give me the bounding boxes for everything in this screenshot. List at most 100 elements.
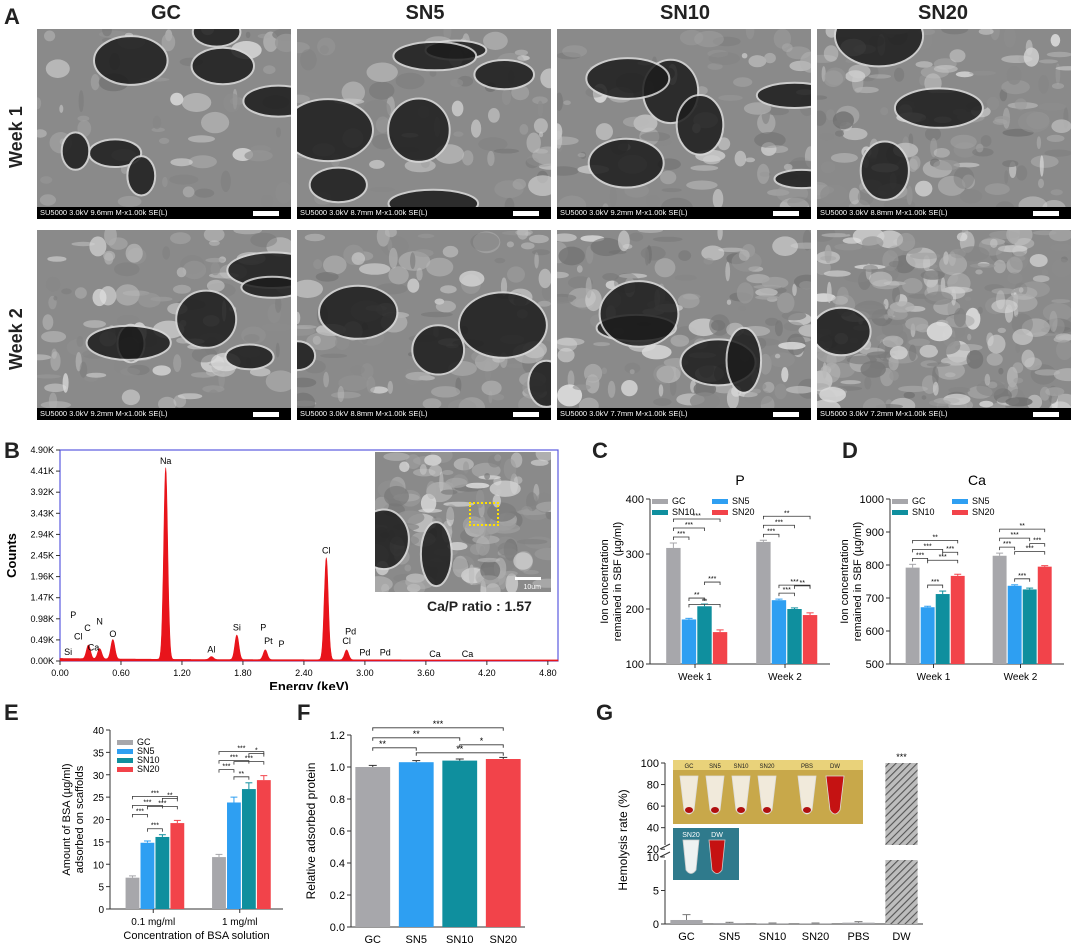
y-tick-label: 1.2	[330, 730, 345, 742]
y-tick-label: 600	[866, 626, 884, 638]
sem-texture-speck	[842, 237, 862, 244]
sem-texture-speck	[661, 188, 682, 193]
sem-texture-speck	[233, 230, 262, 235]
sem-texture-speck	[92, 288, 107, 307]
sem-texture-speck	[276, 127, 281, 138]
legend-label: SN20	[137, 764, 160, 774]
sem-texture-speck	[832, 295, 848, 305]
sem-texture-speck	[477, 557, 500, 563]
sem-texture-speck	[78, 90, 84, 113]
sem-texture-speck	[557, 296, 574, 304]
sem-texture-speck	[1051, 258, 1071, 278]
sem-texture	[817, 230, 1071, 420]
significance-bracket	[999, 537, 1031, 542]
sem-texture-speck	[690, 165, 719, 171]
sem-texture-speck	[426, 257, 454, 277]
sem-texture-speck	[924, 291, 954, 305]
sem-texture-speck	[792, 283, 797, 296]
sem-texture-speck	[538, 163, 551, 170]
sem-texture-speck	[453, 458, 474, 471]
sem-texture-speck	[1012, 362, 1024, 374]
significance-label: ***	[136, 808, 144, 815]
sem-texture-speck	[521, 242, 535, 250]
sem-pore	[598, 280, 680, 348]
inset-scale-label: 10um	[523, 584, 541, 591]
y-tick-label: 0.6	[330, 826, 345, 838]
sem-pore	[773, 168, 811, 190]
x-axis-title: Concentration of BSA solution	[123, 930, 269, 942]
sem-texture-speck	[761, 103, 770, 125]
sem-pore	[457, 291, 548, 359]
sem-texture-speck	[335, 335, 350, 350]
bar	[842, 922, 875, 924]
sem-texture-speck	[955, 71, 974, 78]
sem-texture-speck	[1060, 256, 1068, 263]
sem-texture-speck	[953, 142, 977, 158]
sem-caption: SU5000 3.0kV 8.7mm M-x1.00k SE(L)	[297, 207, 551, 219]
significance-label: ***	[767, 528, 775, 535]
x-tick-label: 3.60	[417, 668, 435, 678]
sem-texture-speck	[820, 161, 836, 174]
sem-texture	[297, 29, 551, 219]
tube-label: SN10	[733, 764, 749, 770]
sem-texture-speck	[984, 373, 991, 386]
sem-texture-speck	[453, 131, 464, 137]
sem-texture-speck	[953, 166, 975, 189]
peak-label: Cl	[342, 636, 351, 646]
panel-label-E: E	[4, 700, 19, 725]
sem-texture-speck	[1049, 310, 1058, 332]
x-tick-label: SN20	[802, 931, 830, 943]
sem-texture-speck	[521, 506, 533, 516]
legend-swatch	[712, 510, 728, 515]
sem-texture-speck	[1039, 386, 1050, 401]
sem-texture-speck	[152, 365, 171, 376]
sem-texture-speck	[641, 344, 672, 360]
hemolysis-chart: 20 40 60 80 100 0 5 10 GC SN5 SN10 SN20 PBS DW *** Hemo…	[616, 752, 923, 943]
tube-label: SN5	[709, 764, 721, 770]
legend-label: SN10	[672, 507, 695, 517]
sem-texture-speck	[102, 29, 112, 37]
sem-texture-speck	[383, 452, 410, 461]
sem-texture-speck	[653, 398, 672, 406]
row-title-week2: Week 2	[6, 308, 26, 370]
sem-texture-speck	[245, 31, 251, 39]
sem-texture-speck	[170, 92, 184, 106]
sem-texture-speck	[208, 240, 220, 246]
sem-texture-speck	[783, 163, 793, 171]
legend-label: SN10	[137, 755, 160, 765]
sem-texture-speck	[297, 326, 316, 336]
sem-texture-speck	[61, 288, 72, 295]
sem-texture-speck	[387, 380, 393, 394]
y-axis-title: Amount of BSA (µg/ml)	[61, 763, 73, 875]
sem-texture-speck	[497, 542, 517, 556]
x-tick-label: PBS	[847, 931, 869, 943]
sem-texture-speck	[510, 452, 523, 468]
legend-swatch	[952, 510, 968, 515]
peak-label: P	[279, 639, 285, 649]
significance-bracket	[942, 551, 959, 556]
sem-texture-speck	[331, 391, 361, 399]
legend-swatch	[712, 499, 728, 504]
sem-texture-speck	[532, 249, 550, 256]
sem-texture-speck	[481, 380, 502, 396]
significance-bracket	[161, 797, 178, 802]
panel-label-F: F	[297, 700, 311, 725]
sem-texture-speck	[823, 45, 839, 62]
sem-texture-speck	[1050, 34, 1061, 47]
sem-texture-speck	[674, 274, 697, 281]
sem-texture-speck	[954, 344, 983, 351]
bar	[950, 575, 965, 664]
sem-texture-speck	[798, 324, 811, 337]
legend-label: SN20	[972, 507, 995, 517]
y-tick-label: 0.49K	[30, 635, 54, 645]
sem-texture-speck	[557, 347, 575, 363]
sem-texture-speck	[755, 288, 778, 297]
sem-texture-speck	[572, 384, 591, 391]
sem-texture-speck	[757, 163, 770, 184]
sem-texture-speck	[117, 315, 140, 326]
sem-pore	[240, 275, 291, 299]
y-tick-label: 0.00K	[30, 656, 54, 666]
legend-swatch	[892, 510, 908, 515]
sem-texture-speck	[745, 157, 756, 163]
sem-texture-speck	[162, 246, 171, 260]
